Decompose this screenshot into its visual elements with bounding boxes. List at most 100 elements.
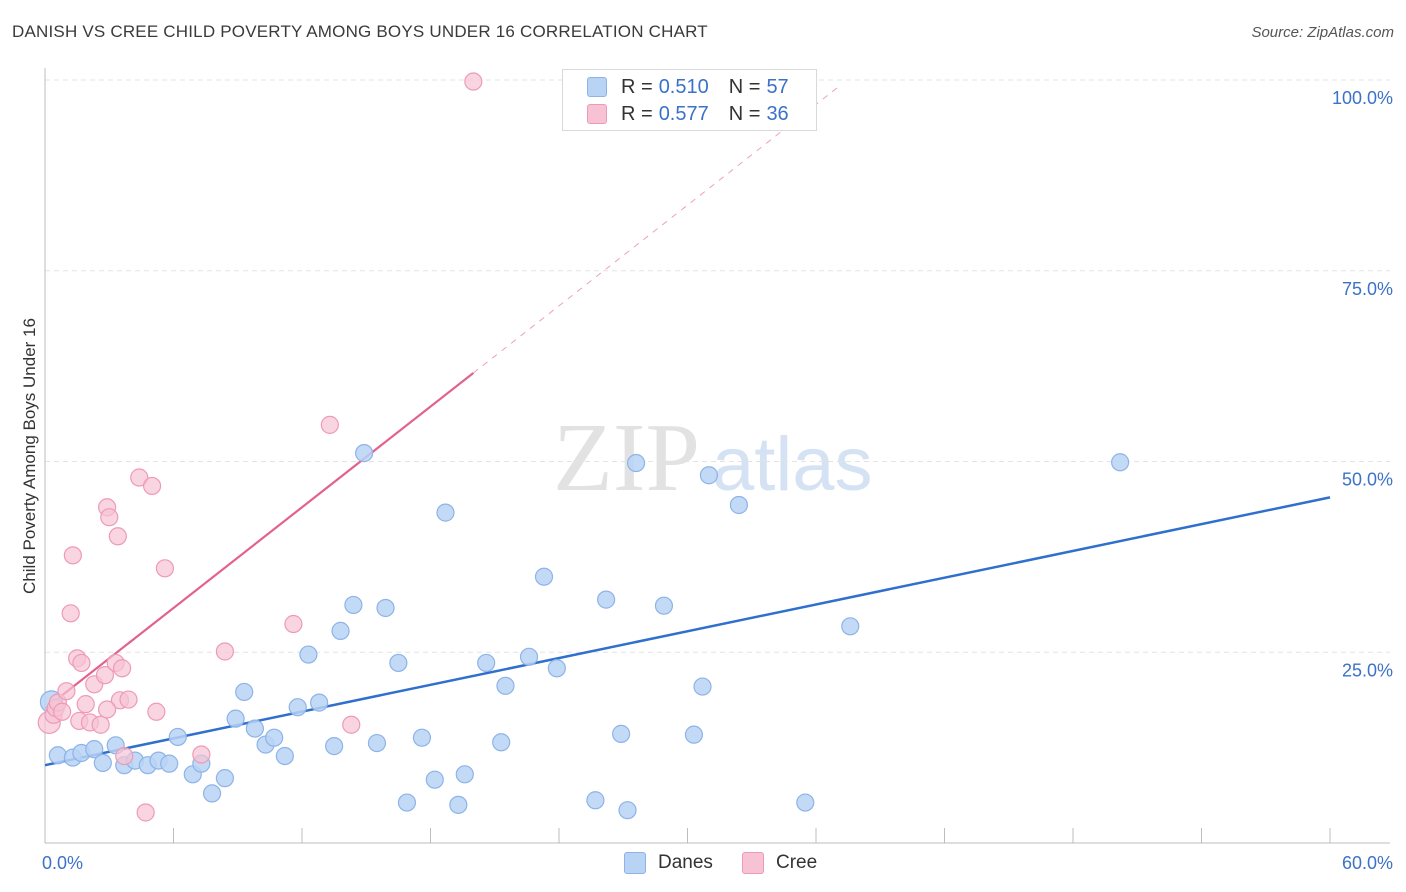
cree-n-label: N = — [728, 102, 761, 125]
legend-row-danes: R = 0.510 N = 57 — [587, 74, 789, 100]
y-tick-label: 75.0% — [1342, 279, 1393, 299]
danes-point — [355, 444, 374, 463]
danes-point — [492, 733, 511, 752]
legend-danes-label: Danes — [658, 852, 713, 873]
cree-point — [108, 527, 127, 546]
cree-trend-extension — [473, 87, 838, 374]
cree-point — [130, 468, 149, 487]
cree-point — [215, 642, 234, 661]
danes-point — [477, 653, 496, 673]
x-tick-label-max: 60.0% — [1342, 853, 1393, 873]
danes-point — [226, 709, 245, 728]
cree-point — [61, 604, 80, 623]
danes-point — [397, 793, 417, 812]
y-tick-labels: 25.0% 50.0% 75.0% 100.0% — [1332, 88, 1393, 680]
danes-point — [618, 801, 637, 820]
danes-point — [265, 728, 284, 747]
legend-cree-swatch — [742, 852, 764, 874]
danes-r-value: 0.510 — [658, 75, 709, 98]
data-points — [37, 72, 1130, 822]
danes-point — [449, 795, 468, 814]
danes-point — [85, 740, 104, 759]
danes-point — [245, 719, 264, 738]
y-tick-label: 25.0% — [1342, 660, 1393, 680]
legend-item-cree: Cree — [742, 852, 817, 874]
danes-point — [612, 724, 631, 743]
danes-swatch — [587, 77, 607, 97]
cree-point — [95, 666, 115, 685]
grid-lines — [45, 79, 1390, 653]
legend-cree-label: Cree — [776, 852, 818, 873]
cree-point — [147, 702, 166, 721]
cree-r-label: R = — [621, 102, 653, 125]
danes-point — [684, 725, 704, 744]
x-tick-labels: 0.0% 60.0% — [42, 853, 1393, 873]
cree-n-value: 36 — [766, 102, 789, 125]
danes-point — [367, 733, 387, 753]
cree-point — [119, 690, 138, 709]
danes-point — [729, 495, 749, 515]
y-axis-label-wrapper: Child Poverty Among Boys Under 16 — [20, 318, 39, 594]
danes-point — [93, 753, 112, 772]
danes-point — [376, 598, 395, 618]
cree-swatch — [587, 104, 607, 124]
danes-point — [215, 769, 234, 788]
correlation-legend: R = 0.510 N = 57 R = 0.577 N = 36 — [562, 69, 817, 131]
danes-point — [288, 698, 307, 717]
danes-point — [519, 647, 539, 666]
chart-title: DANISH VS CREE CHILD POVERTY AMONG BOYS … — [12, 22, 708, 41]
danes-point — [299, 645, 318, 664]
watermark-atlas: atlas — [712, 422, 873, 507]
danes-point — [1111, 453, 1130, 472]
y-tick-label: 100.0% — [1332, 88, 1393, 108]
cree-point — [115, 746, 134, 766]
danes-r-label: R = — [621, 75, 653, 98]
source-label: Source: ZipAtlas.com — [1251, 24, 1394, 41]
cree-trend-line — [44, 372, 475, 710]
cree-point — [284, 614, 303, 634]
cree-point — [464, 72, 483, 91]
danes-point — [275, 746, 294, 766]
danes-n-label: N = — [728, 75, 761, 98]
danes-point — [160, 754, 179, 773]
danes-point — [412, 728, 432, 747]
cree-point — [142, 476, 162, 496]
cree-point — [57, 682, 76, 701]
danes-point — [344, 595, 363, 615]
danes-point — [597, 590, 616, 609]
cree-point — [76, 695, 95, 714]
danes-point — [235, 682, 254, 702]
x-tick-label-min: 0.0% — [42, 853, 83, 873]
cree-point — [155, 559, 175, 578]
danes-point — [626, 453, 646, 473]
cree-point — [63, 546, 82, 565]
cree-point — [320, 415, 339, 434]
legend-danes-swatch — [624, 852, 646, 874]
danes-point — [168, 727, 187, 747]
danes-point — [436, 503, 455, 522]
danes-point — [425, 770, 444, 789]
legend-item-danes: Danes — [624, 852, 713, 874]
danes-point — [325, 736, 344, 756]
danes-point — [496, 676, 515, 695]
cree-point — [91, 715, 110, 734]
cree-r-value: 0.577 — [658, 102, 709, 125]
y-axis-label: Child Poverty Among Boys Under 16 — [20, 318, 39, 594]
danes-point — [796, 793, 815, 812]
cree-point — [192, 745, 211, 764]
zipatlas-watermark: ZIP atlas — [553, 404, 873, 512]
danes-point — [699, 466, 719, 485]
danes-point — [586, 791, 605, 810]
legend-row-cree: R = 0.577 N = 36 — [587, 101, 789, 127]
danes-point — [841, 617, 860, 636]
cree-point — [136, 803, 155, 822]
cree-point — [342, 715, 361, 734]
danes-point — [693, 677, 712, 696]
danes-point — [654, 596, 674, 615]
danes-point — [547, 659, 566, 678]
danes-point — [202, 784, 222, 803]
danes-n-value: 57 — [766, 75, 789, 98]
danes-point — [310, 693, 329, 712]
cree-point — [53, 702, 72, 721]
